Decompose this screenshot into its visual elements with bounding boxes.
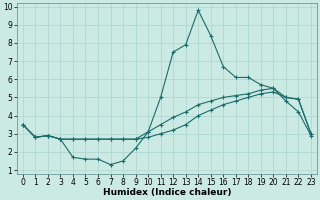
- X-axis label: Humidex (Indice chaleur): Humidex (Indice chaleur): [103, 188, 231, 197]
